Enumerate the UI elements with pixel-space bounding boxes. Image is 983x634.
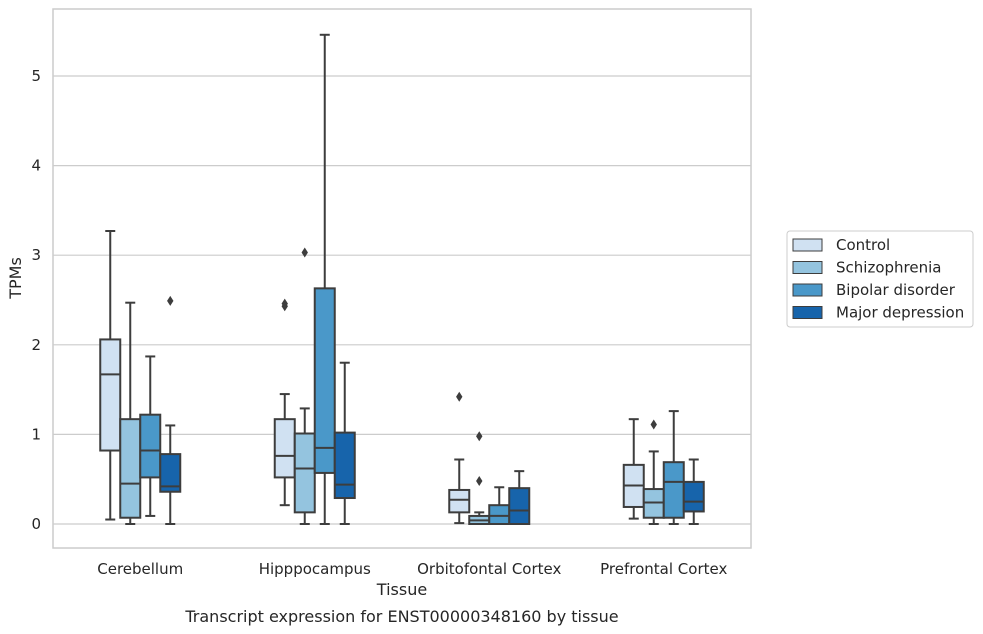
y-axis-title: TPMs — [6, 257, 25, 300]
box-body — [99, 338, 122, 452]
legend-label: Bipolar disorder — [836, 281, 956, 299]
x-tick-label: Cerebellum — [97, 560, 183, 578]
outlier-marker — [281, 298, 288, 309]
box — [662, 410, 685, 525]
series-control — [99, 230, 645, 525]
box-body — [662, 461, 685, 519]
box-body — [508, 487, 531, 526]
series-major-depression — [159, 295, 705, 526]
box — [333, 361, 356, 525]
legend: Control Schizophrenia Bipolar disorder Majo… — [786, 230, 974, 328]
box — [448, 391, 471, 525]
box-series — [99, 33, 705, 526]
outlier-marker — [650, 419, 657, 430]
box — [99, 230, 122, 521]
outlier-marker — [476, 475, 483, 486]
series-schizophrenia — [119, 247, 665, 525]
box — [273, 298, 296, 507]
box — [468, 431, 491, 525]
legend-label: Control — [836, 236, 890, 254]
legend-items: Control Schizophrenia Bipolar disorder Majo… — [792, 236, 964, 322]
box-body — [159, 453, 182, 493]
box — [642, 419, 665, 525]
legend-item: Major depression — [792, 304, 964, 322]
legend-swatch — [792, 238, 823, 252]
box — [293, 247, 316, 525]
x-tick-label: Prefrontal Cortex — [600, 560, 727, 578]
y-tick-label: 1 — [31, 425, 41, 443]
legend-label: Schizophrenia — [836, 259, 941, 277]
box-body — [488, 504, 511, 525]
series-bipolar-disorder — [139, 33, 685, 525]
x-tick-label: Hipppocampus — [259, 560, 371, 578]
box-body — [682, 480, 705, 513]
y-tick-label: 0 — [31, 515, 41, 533]
plot-frame — [52, 8, 752, 549]
y-tick-labels: 0 1 2 3 4 5 — [31, 67, 41, 533]
x-tick-labels: Cerebellum Hipppocampus Orbitofontal Corte… — [97, 560, 727, 578]
legend-frame — [786, 230, 974, 328]
box — [622, 418, 645, 520]
box — [159, 295, 182, 525]
outlier-marker — [167, 295, 174, 306]
x-tick-label: Orbitofontal Cortex — [417, 560, 561, 578]
box — [313, 33, 336, 525]
legend-item: Schizophrenia — [792, 259, 941, 277]
box-body — [313, 287, 336, 474]
legend-swatch — [792, 283, 823, 297]
figure-caption: Transcript expression for ENST0000034816… — [184, 607, 618, 626]
box — [488, 486, 511, 525]
box — [508, 470, 531, 526]
y-tick-label: 2 — [31, 336, 41, 354]
box — [682, 458, 705, 525]
box — [139, 355, 162, 517]
box-body — [119, 418, 142, 519]
outlier-marker — [476, 431, 483, 442]
legend-swatch — [792, 261, 823, 274]
box-body — [333, 431, 356, 500]
legend-item: Control — [792, 236, 890, 254]
legend-swatch — [792, 306, 823, 319]
box — [119, 301, 142, 525]
outlier-marker — [456, 391, 463, 402]
y-tick-label: 3 — [31, 246, 41, 264]
legend-item: Bipolar disorder — [792, 281, 956, 299]
box-body — [273, 418, 296, 479]
legend-label: Major depression — [836, 304, 964, 322]
y-tick-label: 4 — [31, 157, 41, 175]
outlier-marker — [301, 247, 308, 258]
y-tick-label: 5 — [31, 67, 41, 85]
box-body — [293, 432, 316, 514]
box-body — [139, 413, 162, 479]
box-body — [448, 488, 471, 514]
x-axis-title: Tissue — [376, 580, 427, 599]
